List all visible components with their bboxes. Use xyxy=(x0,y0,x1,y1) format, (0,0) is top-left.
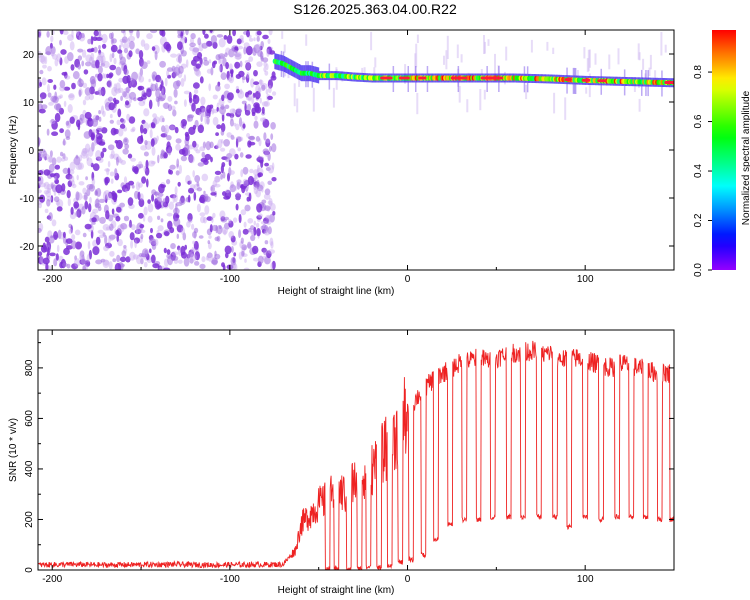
y-tick-label: 400 xyxy=(24,460,35,477)
x-tick-label: 0 xyxy=(405,574,411,585)
colorbar: 0.0 0.2 0.4 0.6 0.8 Normalized spectral ampli… xyxy=(693,30,750,277)
y-tick-label: 800 xyxy=(24,359,35,376)
x-tick-label: 0 xyxy=(405,274,411,285)
colorbar-tick-label: 0.4 xyxy=(693,164,704,178)
y-tick-label: 10 xyxy=(23,98,35,109)
y-tick-label: 20 xyxy=(23,50,35,61)
y-tick-label: 0 xyxy=(24,567,35,573)
spectrogram-plot-area xyxy=(38,30,674,270)
x-axis-label: Height of straight line (km) xyxy=(278,585,395,596)
x-tick-label: 100 xyxy=(577,574,594,585)
x-tick-label: -200 xyxy=(42,574,62,585)
y-axis-label: Frequency (Hz) xyxy=(8,116,19,185)
y-tick-label: 200 xyxy=(24,511,35,528)
y-axis-label: SNR (10 * v/v) xyxy=(8,418,19,482)
snr-panel: -200 -100 0 100 0 200 400 600 800 Height of strai… xyxy=(8,329,675,596)
y-tick-label: -20 xyxy=(20,242,35,253)
colorbar-tick-label: 0.0 xyxy=(693,263,704,277)
y-tick-label: 600 xyxy=(24,410,35,427)
colorbar-gradient xyxy=(712,30,736,270)
x-tick-label: -200 xyxy=(42,274,62,285)
y-tick-label: 0 xyxy=(28,146,34,157)
chart-title: S126.2025.363.04.00.R22 xyxy=(293,1,457,17)
snr-series-line xyxy=(38,340,674,570)
colorbar-tick-label: 0.2 xyxy=(693,213,704,227)
x-axis-label: Height of straight line (km) xyxy=(278,286,395,297)
colorbar-tick-label: 0.8 xyxy=(693,65,704,79)
colorbar-label: Normalized spectral amplitude xyxy=(741,90,750,225)
snr-plot-area xyxy=(38,340,674,570)
colorbar-tick-label: 0.6 xyxy=(693,114,704,128)
noise-region xyxy=(38,30,277,270)
x-tick-label: -100 xyxy=(220,574,240,585)
x-tick-label: 100 xyxy=(577,274,594,285)
x-tick-label: -100 xyxy=(220,274,240,285)
carrier-hot-segments xyxy=(380,76,674,84)
y-tick-label: -10 xyxy=(20,194,35,205)
snr-frame xyxy=(37,329,675,571)
